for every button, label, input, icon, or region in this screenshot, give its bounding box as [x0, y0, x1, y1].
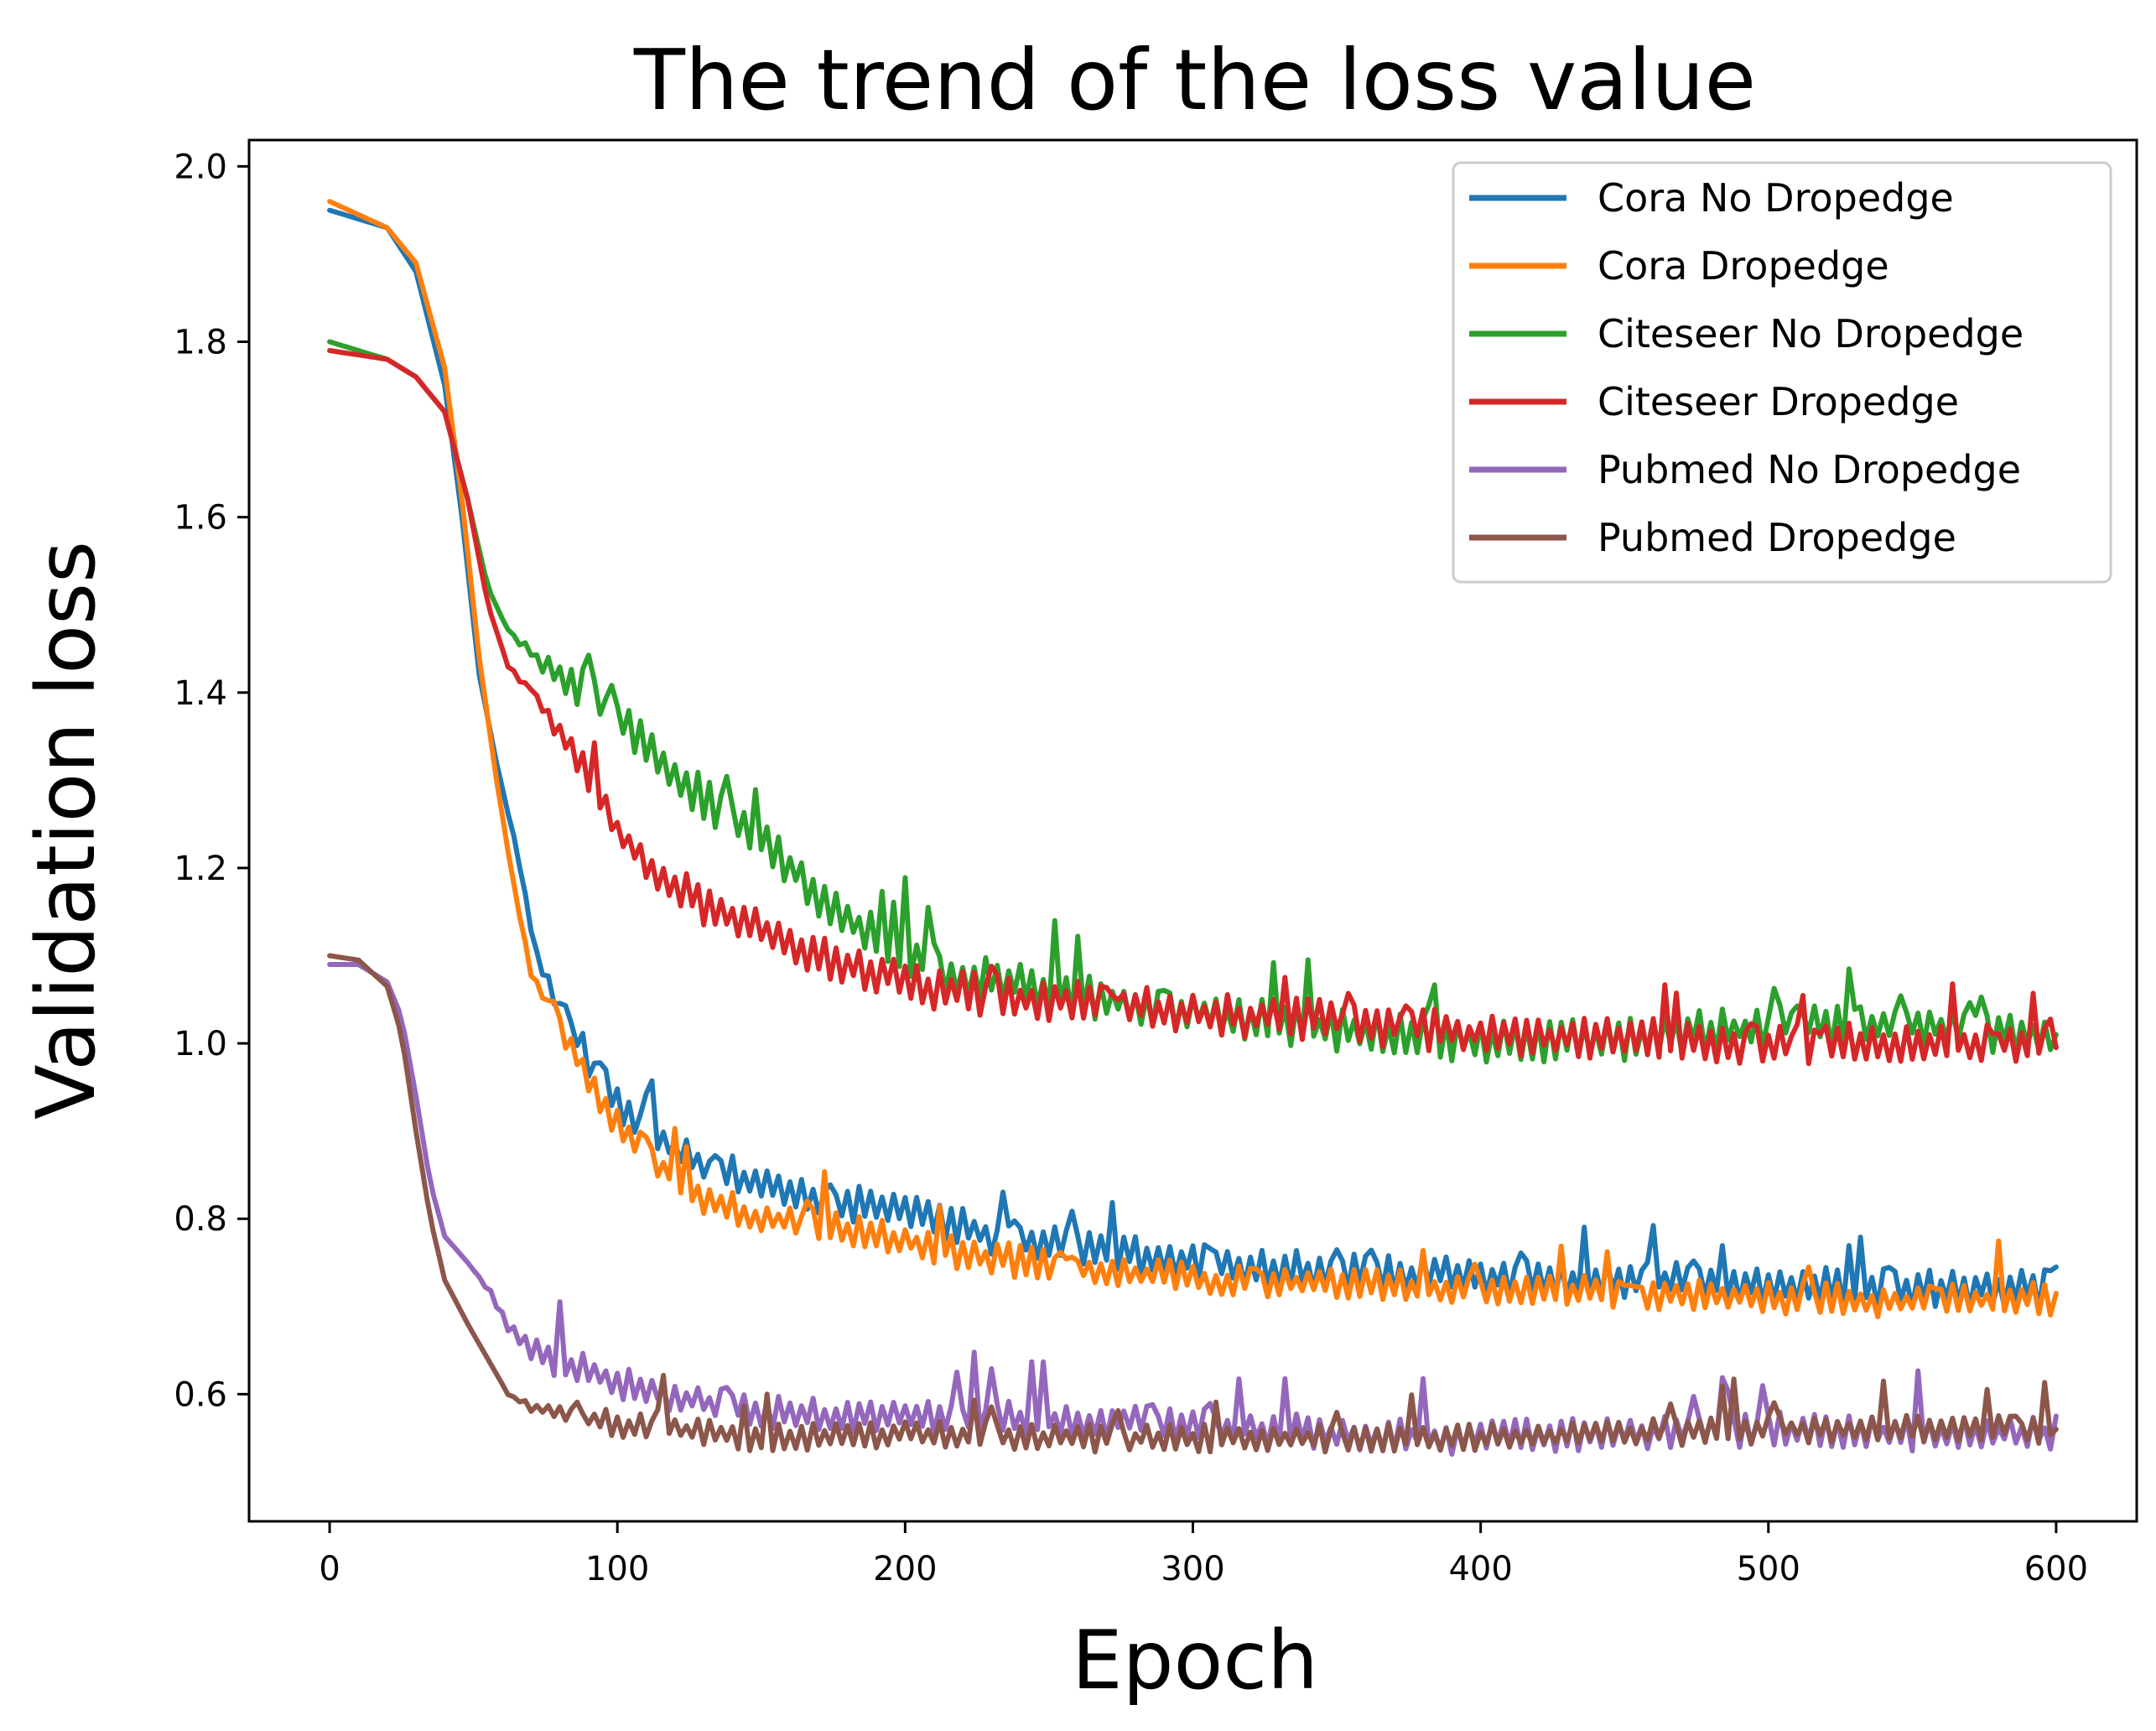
x-tick-label: 100 [585, 1550, 649, 1588]
legend-box [1452, 161, 2112, 584]
legend-label-cora-dropedge: Cora Dropedge [1598, 243, 1889, 288]
legend-label-citeseer-dropedge: Citeseer Dropedge [1598, 379, 1959, 424]
y-tick-label: 0.6 [174, 1375, 227, 1414]
y-tick-label: 1.0 [174, 1025, 227, 1063]
legend-label-citeseer-no-dropedge: Citeseer No Dropedge [1598, 311, 2024, 356]
y-tick-label: 1.2 [174, 850, 227, 888]
x-axis-label: Epoch [1072, 1614, 1318, 1708]
y-tick-label: 1.4 [174, 674, 227, 713]
series-line-citeseer-dropedge [327, 348, 2059, 1067]
plot-lines [327, 199, 2059, 1457]
x-tick-label: 0 [319, 1550, 340, 1588]
legend: Cora No Dropedge Cora Dropedge Citeseer No… [1452, 161, 2112, 584]
y-tick-label: 1.6 [174, 499, 227, 538]
series-line-cora-dropedge [327, 199, 2059, 1319]
series-line-pubmed-dropedge [327, 953, 2059, 1455]
series-line-cora-no-dropedge [327, 207, 2059, 1311]
legend-items: Cora No Dropedge Cora Dropedge Citeseer No… [1469, 175, 2024, 560]
legend-label-cora-no-dropedge: Cora No Dropedge [1598, 175, 1954, 221]
legend-label-pubmed-dropedge: Pubmed Dropedge [1598, 515, 1956, 560]
x-tick-label: 200 [873, 1550, 937, 1588]
x-tick-label: 300 [1161, 1550, 1224, 1588]
y-axis: 0.6 0.8 1.0 1.2 1.4 1.6 1.8 2.0 [174, 148, 249, 1414]
series-line-pubmed-no-dropedge [327, 962, 2059, 1457]
y-tick-label: 0.8 [174, 1200, 227, 1239]
legend-label-pubmed-no-dropedge: Pubmed No Dropedge [1598, 447, 2021, 492]
x-tick-label: 400 [1448, 1550, 1512, 1588]
x-tick-label: 600 [2024, 1550, 2088, 1588]
chart-title: The trend of the loss value [633, 31, 1756, 129]
y-tick-label: 2.0 [174, 148, 227, 186]
y-tick-label: 1.8 [174, 324, 227, 362]
x-axis: 0 100 200 300 400 500 600 [319, 1521, 2088, 1588]
y-axis-label: Validation loss [19, 541, 113, 1120]
x-tick-label: 500 [1737, 1550, 1800, 1588]
